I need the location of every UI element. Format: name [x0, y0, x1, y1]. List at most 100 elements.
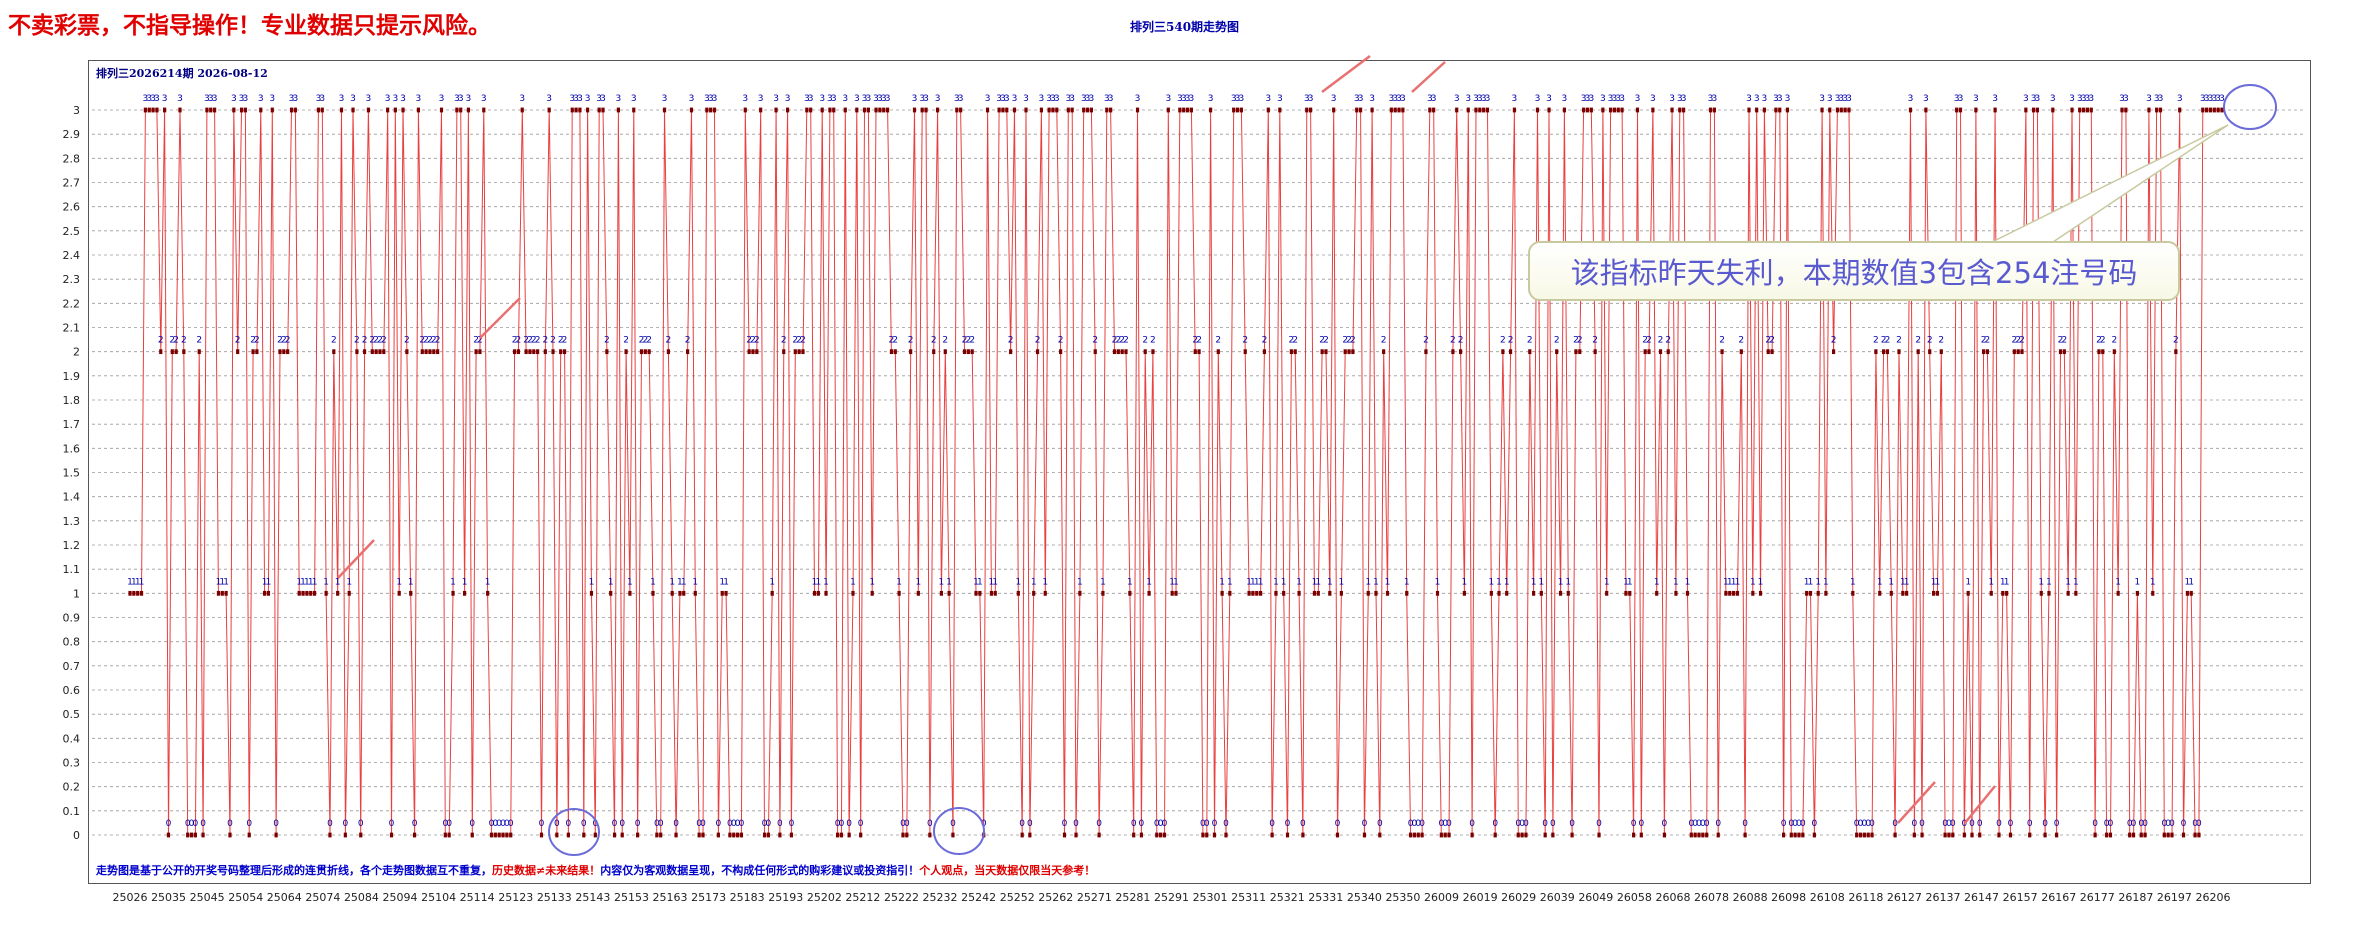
data-label: 2 — [427, 336, 433, 346]
data-point — [701, 832, 705, 838]
data-point — [885, 107, 890, 113]
data-point — [1493, 832, 1497, 838]
data-point — [159, 349, 163, 355]
data-point — [1743, 832, 1747, 838]
data-label: 0 — [1446, 819, 1452, 829]
data-point — [1543, 832, 1547, 838]
data-label: 1 — [1623, 577, 1629, 587]
data-label: 0 — [1062, 819, 1068, 829]
annotation-arrow — [1321, 55, 1371, 93]
data-label: 2 — [516, 336, 522, 346]
data-point — [1474, 107, 1478, 113]
data-point — [1732, 590, 1736, 596]
data-point — [812, 590, 817, 596]
data-point — [674, 832, 678, 838]
data-label: 0 — [2138, 819, 2144, 829]
data-label: 3 — [1104, 94, 1110, 104]
data-label: 3 — [773, 94, 779, 104]
data-label: 0 — [1269, 819, 1275, 829]
data-point — [909, 349, 913, 355]
data-label: 0 — [904, 819, 910, 829]
data-point — [2139, 832, 2143, 838]
data-point — [1032, 590, 1036, 596]
data-point — [732, 832, 736, 838]
data-label: 3 — [631, 94, 637, 104]
data-point — [1316, 590, 1320, 596]
data-point — [1278, 107, 1282, 113]
data-label: 0 — [185, 819, 191, 829]
data-point — [1847, 107, 1851, 113]
data-point — [1697, 832, 1701, 838]
data-label: 1 — [1127, 577, 1133, 587]
y-tick-label: 1.3 — [63, 515, 81, 528]
data-label: 0 — [735, 819, 741, 829]
data-label: 2 — [792, 336, 798, 346]
data-label: 1 — [1877, 577, 1883, 587]
data-point — [386, 107, 390, 113]
data-label: 0 — [1869, 819, 1875, 829]
data-point — [1928, 349, 1932, 355]
data-label: 3 — [1842, 94, 1848, 104]
data-label: 2 — [527, 336, 533, 346]
data-point — [532, 349, 536, 355]
data-label: 0 — [739, 819, 745, 829]
data-label: 1 — [1015, 577, 1021, 587]
data-point — [693, 590, 697, 596]
data-point — [401, 107, 405, 113]
data-label: 2 — [381, 336, 387, 346]
data-point — [974, 590, 978, 596]
data-label: 0 — [200, 819, 206, 829]
data-point — [639, 349, 644, 355]
data-point — [2162, 832, 2166, 838]
data-point — [1624, 590, 1628, 596]
data-label: 0 — [446, 819, 452, 829]
data-label: 1 — [1815, 577, 1821, 587]
data-label: 3 — [1304, 94, 1310, 104]
data-point — [1135, 107, 1140, 113]
data-point — [1170, 590, 1174, 596]
data-point — [2116, 590, 2120, 596]
data-point — [1009, 349, 1013, 355]
data-label: 3 — [1231, 94, 1237, 104]
data-label: 2 — [1981, 336, 1987, 346]
data-label: 1 — [2065, 577, 2071, 587]
data-label: 2 — [1873, 336, 1879, 346]
callout-text: 该指标昨天失利，本期数值3包含254注号码 — [1570, 256, 2138, 290]
data-point — [1816, 590, 1820, 596]
data-label: 0 — [1362, 819, 1368, 829]
data-point — [524, 349, 528, 355]
data-point — [1374, 590, 1378, 596]
data-label: 0 — [442, 819, 448, 829]
data-point — [2178, 107, 2182, 113]
data-label: 0 — [492, 819, 498, 829]
data-point — [1097, 832, 1101, 838]
x-tick-label: 26098 — [1771, 891, 1806, 904]
y-tick-label: 0.2 — [63, 781, 81, 794]
data-label: 3 — [1588, 94, 1594, 104]
data-label: 2 — [642, 336, 648, 346]
data-label: 1 — [1296, 577, 1302, 587]
data-label: 3 — [416, 94, 422, 104]
data-label: 3 — [1135, 94, 1141, 104]
data-label: 0 — [566, 819, 572, 829]
data-label: 1 — [1804, 577, 1810, 587]
data-label: 1 — [2038, 577, 2044, 587]
x-tick-label: 25271 — [1077, 891, 1112, 904]
data-point — [1924, 107, 1928, 113]
data-point — [2028, 832, 2032, 838]
data-point — [1201, 832, 1205, 838]
data-label: 2 — [2019, 336, 2025, 346]
data-point — [755, 349, 759, 355]
data-label: 2 — [1508, 336, 1514, 346]
data-point — [1089, 107, 1093, 113]
data-label: 1 — [719, 577, 725, 587]
data-point — [1778, 107, 1782, 113]
data-label: 0 — [1550, 819, 1556, 829]
data-point — [2170, 832, 2174, 838]
data-point — [439, 107, 444, 113]
data-label: 0 — [1335, 819, 1341, 829]
data-point — [1520, 832, 1524, 838]
data-point — [993, 590, 997, 596]
data-point — [1355, 107, 1359, 113]
data-label: 2 — [1719, 336, 1725, 346]
